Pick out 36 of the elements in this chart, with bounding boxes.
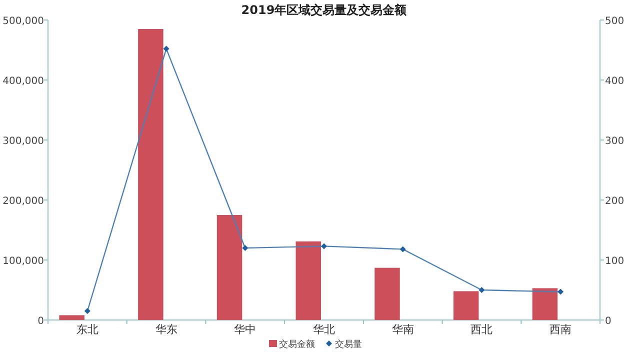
point bbox=[558, 288, 564, 295]
x-tick-label: 华北 bbox=[313, 323, 335, 336]
bar bbox=[216, 215, 242, 320]
point bbox=[321, 243, 327, 250]
bar bbox=[374, 268, 400, 320]
legend-label: 交易金额 bbox=[279, 339, 315, 350]
point bbox=[478, 287, 485, 293]
bar bbox=[532, 288, 558, 320]
y2-tick-label: 200 bbox=[605, 196, 624, 207]
x-tick-label: 华中 bbox=[234, 323, 256, 336]
y2-tick-label: 0 bbox=[605, 316, 612, 327]
bar bbox=[296, 241, 321, 320]
bar bbox=[138, 29, 164, 320]
bar bbox=[59, 315, 84, 320]
y2-tick-label: 500 bbox=[605, 16, 624, 27]
x-tick-label: 东北 bbox=[76, 323, 98, 336]
point bbox=[163, 46, 170, 52]
x-tick-label: 西北 bbox=[470, 323, 493, 336]
y-tick-label: 100,000 bbox=[2, 256, 44, 267]
legend-label: 交易量 bbox=[335, 339, 362, 350]
y-tick-label: 300,000 bbox=[2, 136, 44, 147]
y-tick-label: 200,000 bbox=[2, 196, 44, 207]
y2-tick-label: 100 bbox=[605, 256, 624, 267]
x-tick-label: 华东 bbox=[155, 323, 178, 336]
y-tick-label: 0 bbox=[38, 316, 44, 327]
y-tick-label: 500,000 bbox=[2, 16, 44, 27]
x-tick-label: 西南 bbox=[550, 323, 572, 336]
point bbox=[242, 245, 248, 251]
x-tick-label: 华南 bbox=[392, 323, 414, 336]
y2-tick-label: 400 bbox=[605, 76, 624, 87]
bar bbox=[453, 291, 479, 320]
point bbox=[400, 246, 406, 252]
point bbox=[84, 308, 90, 314]
y2-tick-label: 300 bbox=[605, 136, 624, 147]
chart-title: 2019年区域交易量及交易金额 bbox=[241, 3, 408, 17]
y-tick-label: 400,000 bbox=[2, 76, 44, 87]
